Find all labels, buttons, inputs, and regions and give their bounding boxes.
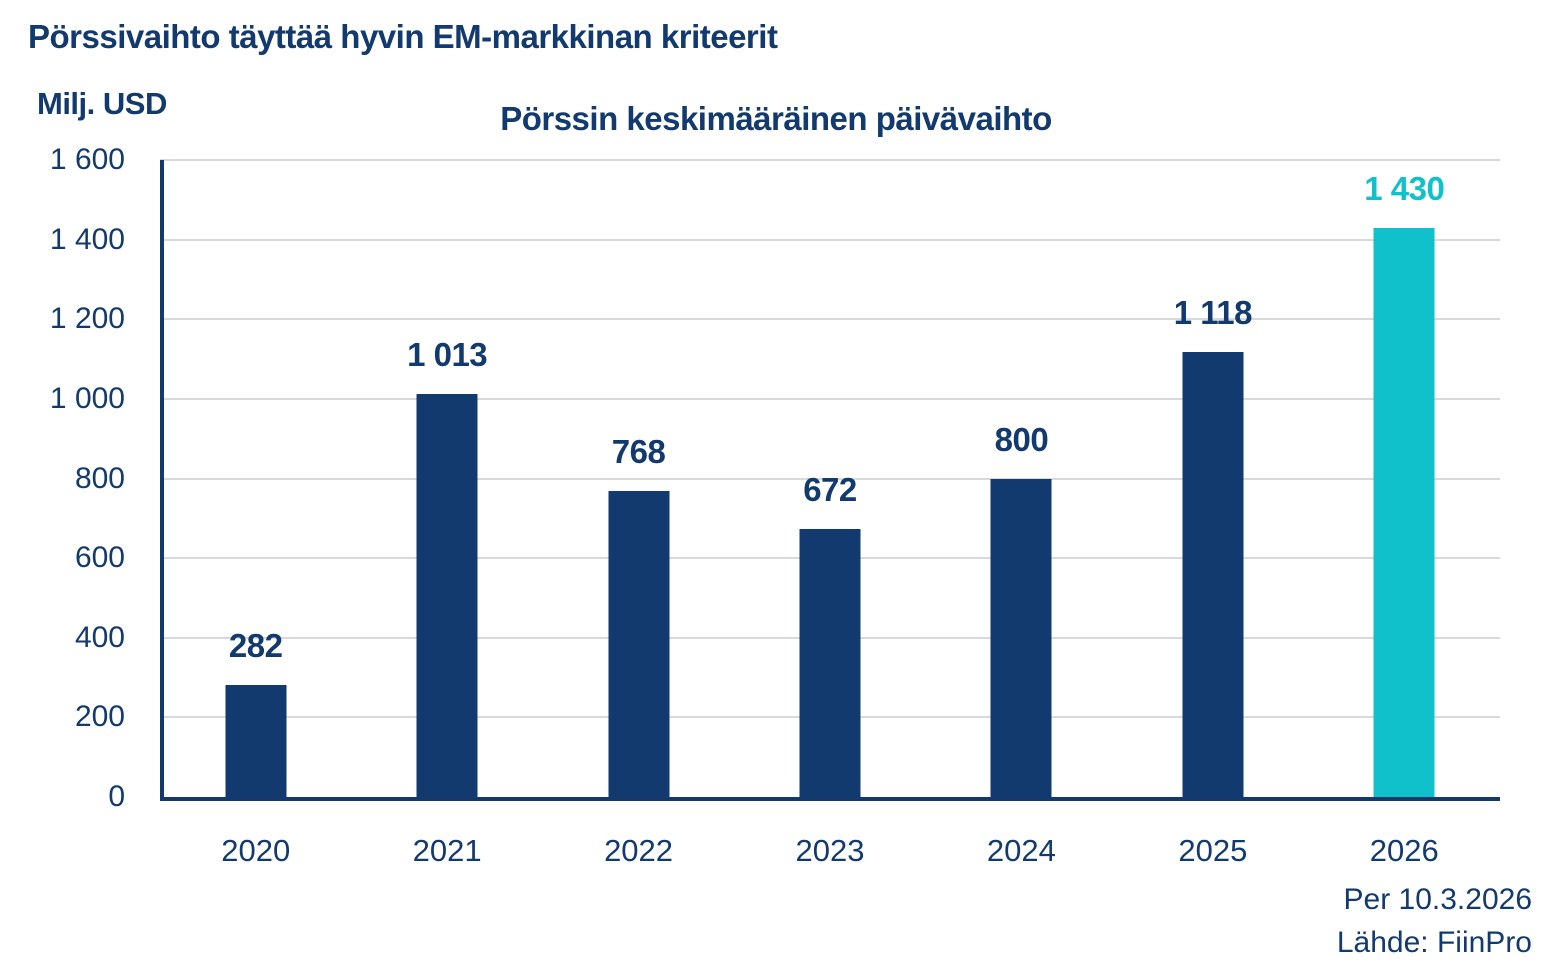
y-axis-unit-label: Milj. USD: [37, 86, 167, 121]
y-tick-label: 0: [108, 780, 125, 813]
bar-slot: 1 118 2025: [1117, 160, 1308, 868]
y-tick-label: 400: [74, 620, 125, 654]
x-tick-label: 2024: [986, 833, 1056, 868]
bar-value-label: 768: [611, 433, 666, 471]
source-label: Lähde: FiinPro: [1336, 926, 1532, 959]
x-tick-label: 2022: [604, 833, 674, 868]
bar-value-label: 1 118: [1173, 293, 1253, 331]
bar-value-label: 672: [803, 471, 857, 509]
bar: [799, 529, 861, 797]
bar: [608, 491, 670, 797]
y-tick-label: 600: [74, 541, 125, 575]
y-axis-line: [160, 160, 164, 797]
bar-value-label: 1 013: [407, 335, 488, 373]
y-tick-label: 1 600: [49, 143, 125, 176]
bar-slot: 800 2024: [926, 160, 1117, 869]
bar: [990, 478, 1052, 797]
bar-slot: 1 013 2021: [351, 160, 542, 868]
y-tick-label: 1 000: [49, 381, 125, 415]
x-tick-label: 2025: [1178, 833, 1248, 868]
bar: [225, 684, 287, 797]
bar-slot: 1 430 2026: [1309, 160, 1500, 868]
x-tick-label: 2020: [221, 833, 291, 868]
bar: [1373, 227, 1435, 797]
y-tick-label: 1 200: [49, 302, 125, 336]
bar-value-label: 800: [994, 420, 1049, 458]
gridline: [160, 318, 1500, 321]
footnotes: Per 10.3.2026 Lähde: FiinPro: [1337, 878, 1532, 964]
chart-title: Pörssin keskimääräinen päivävaihto: [500, 100, 1052, 137]
x-tick-label: 2021: [412, 833, 482, 868]
bar-slot: 672 2023: [734, 160, 925, 868]
bar-value-label: 1 430: [1364, 169, 1445, 207]
y-tick-label: 800: [74, 461, 125, 495]
bar: [1182, 351, 1244, 797]
bar-value-label: 282: [228, 626, 283, 664]
y-tick-label: 1 400: [49, 222, 125, 256]
gridline: [160, 159, 1500, 161]
gridline: [160, 397, 1500, 400]
gridline: [160, 477, 1500, 480]
page-title: Pörssivaihto täyttää hyvin EM-markkinan …: [28, 18, 778, 55]
x-tick-label: 2026: [1369, 833, 1439, 868]
x-tick-label: 2023: [795, 833, 865, 868]
y-tick-label: 200: [74, 700, 125, 734]
plot-area: 0 200 400 600 800 1 000 1 200 1 400 1 600 282 2020…: [50, 144, 1500, 869]
bar-slot: 282 2020: [160, 160, 351, 868]
gridline: [160, 238, 1500, 241]
bar: [416, 393, 478, 797]
bar-slot: 768 2022: [543, 160, 734, 868]
x-axis-line: [160, 797, 1500, 801]
as-of-date: Per 10.3.2026: [1343, 883, 1532, 916]
